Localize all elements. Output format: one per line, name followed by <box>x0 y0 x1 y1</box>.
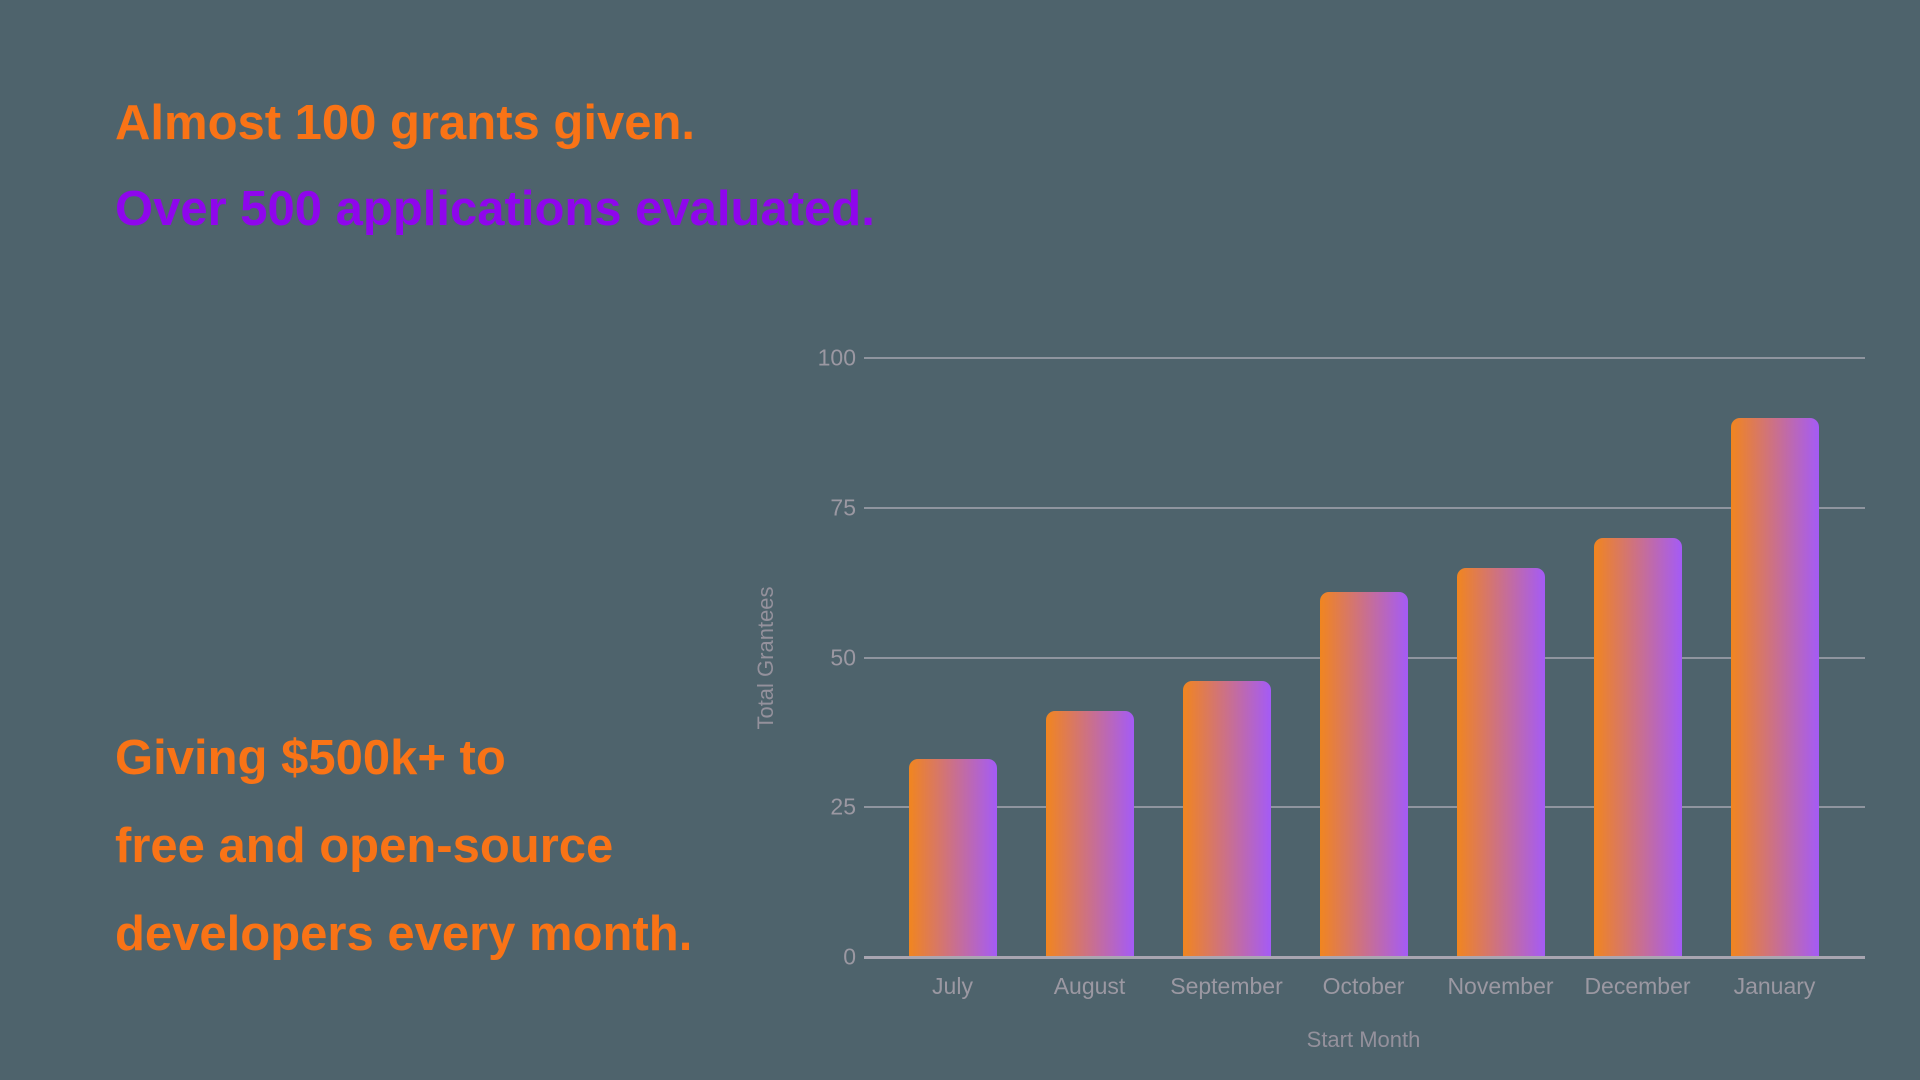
headline-applications: Over 500 applications evaluated. <box>115 182 875 236</box>
y-tick-label-0: 0 <box>843 943 856 970</box>
bar-january <box>1730 417 1819 957</box>
y-tick-label-75: 75 <box>830 494 856 521</box>
bar-december <box>1593 537 1682 957</box>
x-tick-label-july: July <box>932 973 973 999</box>
bar-july <box>908 759 997 957</box>
headline-block: Almost 100 grants given. Over 500 applic… <box>115 80 875 252</box>
bar-august <box>1045 711 1134 957</box>
bar-november <box>1456 567 1545 957</box>
x-tick-label-august: August <box>1053 973 1126 999</box>
gridline-75 <box>864 506 1865 509</box>
y-tick-label-100: 100 <box>817 344 856 371</box>
subheadline-foss: free and open-source <box>115 819 614 873</box>
x-axis-title: Start Month <box>1306 1027 1421 1052</box>
x-tick-label-november: November <box>1447 973 1554 999</box>
x-tick-label-january: January <box>1733 973 1816 999</box>
y-tick-label-25: 25 <box>830 793 856 820</box>
x-tick-label-october: October <box>1322 973 1405 999</box>
headline-grants: Almost 100 grants given. <box>115 96 696 150</box>
y-tick-label-50: 50 <box>830 644 856 670</box>
y-axis-title: Total Grantees <box>753 585 778 730</box>
x-tick-label-september: September <box>1170 973 1283 999</box>
bar-october <box>1319 591 1408 957</box>
bar-chart: Total Grantees Start Month 0 25 50 75 100 Jul… <box>753 345 1865 1052</box>
subheadline-giving: Giving $500k+ to <box>115 731 506 785</box>
subheadline-monthly: developers every month. <box>115 907 693 961</box>
bar-september <box>1182 681 1271 957</box>
x-tick-label-december: December <box>1584 973 1691 999</box>
subheadline-block: Giving $500k+ to free and open-source de… <box>115 714 692 978</box>
gridline-100 <box>864 357 1865 359</box>
x-axis-line <box>864 956 1865 959</box>
